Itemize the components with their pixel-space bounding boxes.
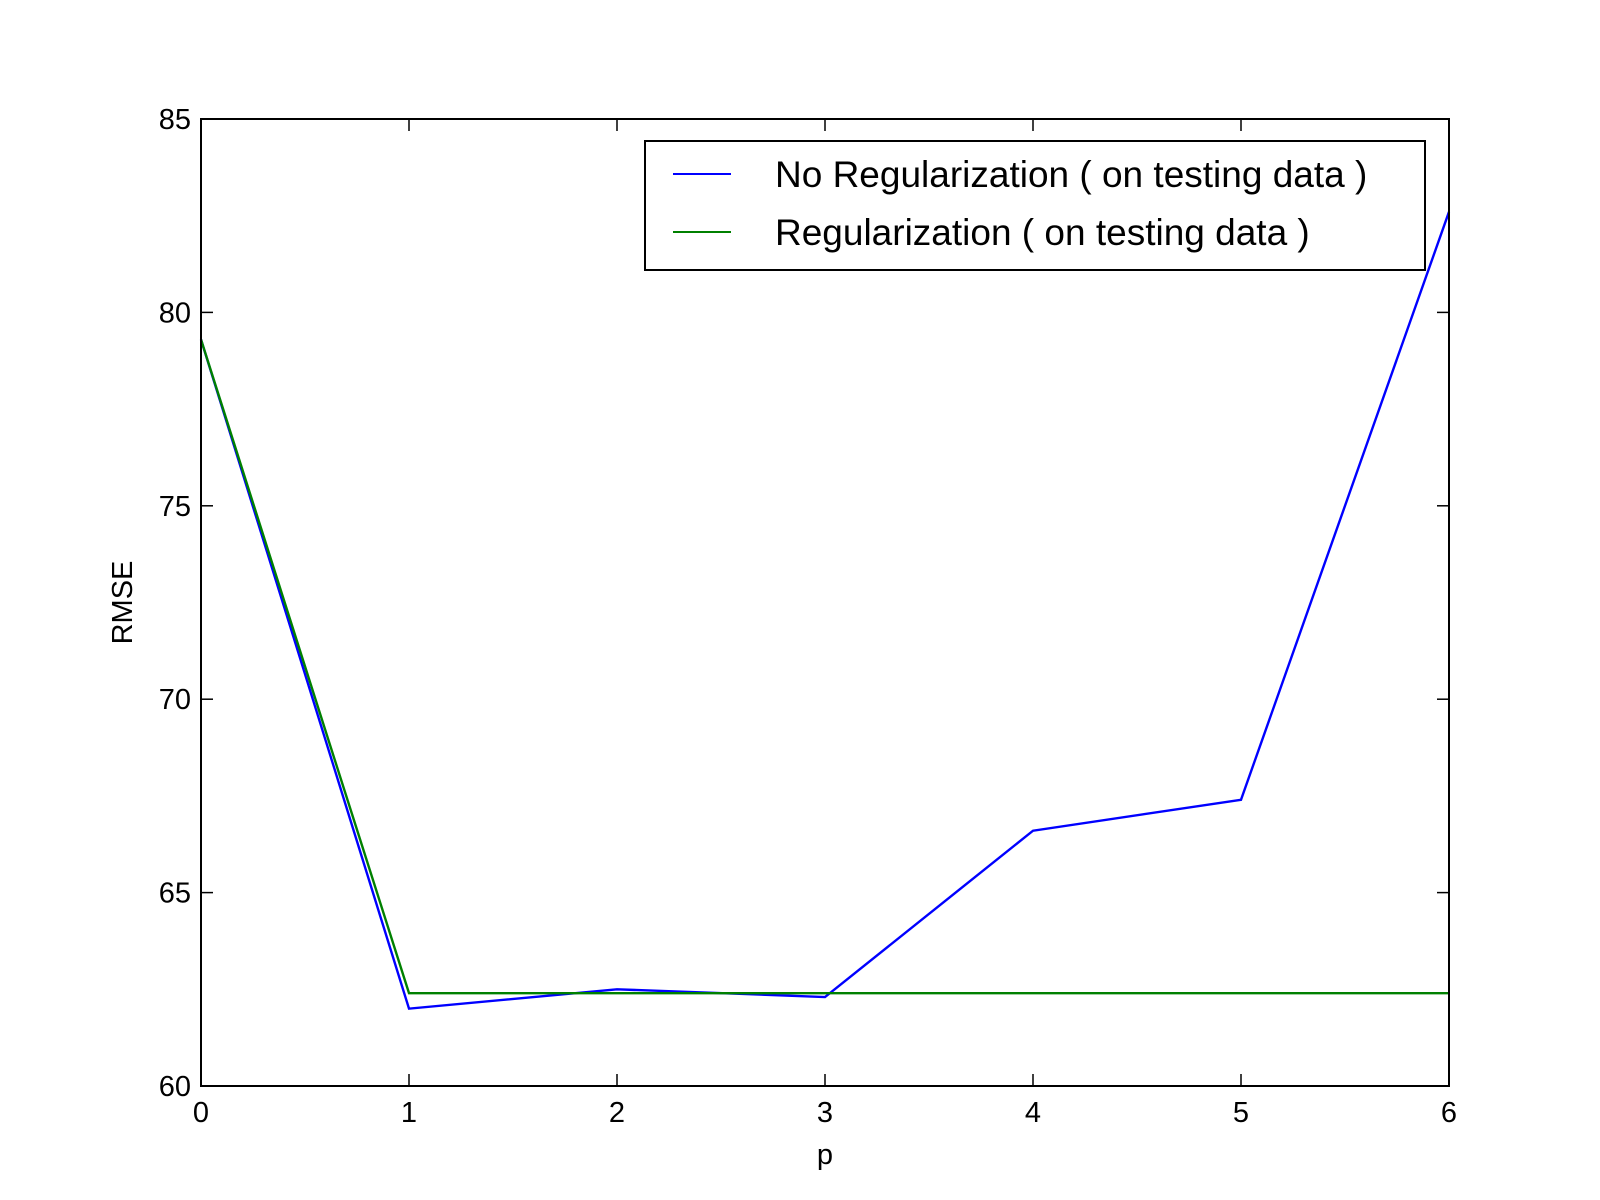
legend-box (644, 140, 1426, 271)
y-tick-label: 70 (159, 684, 191, 716)
legend-label-regularization: Regularization ( on testing data ) (775, 212, 1310, 253)
y-tick-label: 80 (159, 297, 191, 329)
plot-area (201, 119, 1449, 1086)
y-tick-label: 75 (159, 491, 191, 523)
x-tick-label: 4 (1025, 1097, 1041, 1129)
x-axis-label: p (817, 1139, 833, 1171)
legend-label-no-regularization: No Regularization ( on testing data ) (775, 154, 1367, 195)
x-tick-label: 5 (1233, 1097, 1249, 1129)
y-tick-label: 85 (159, 104, 191, 136)
x-tick-label: 0 (193, 1097, 209, 1129)
y-axis-label: RMSE (107, 561, 139, 645)
series-lines (199, 211, 1451, 1010)
y-tick-label: 60 (159, 1071, 191, 1103)
x-tick-label: 3 (817, 1097, 833, 1129)
x-tick-label: 6 (1441, 1097, 1457, 1129)
y-tick-label: 65 (159, 878, 191, 910)
plot-frame (200, 118, 1450, 1087)
legend: No Regularization ( on testing data ) Re… (644, 140, 1426, 271)
tick-labels: 0 1 2 3 4 5 6 60 65 70 75 80 85 (159, 104, 1457, 1129)
x-tick-label: 1 (401, 1097, 417, 1129)
x-tick-label: 2 (609, 1097, 625, 1129)
